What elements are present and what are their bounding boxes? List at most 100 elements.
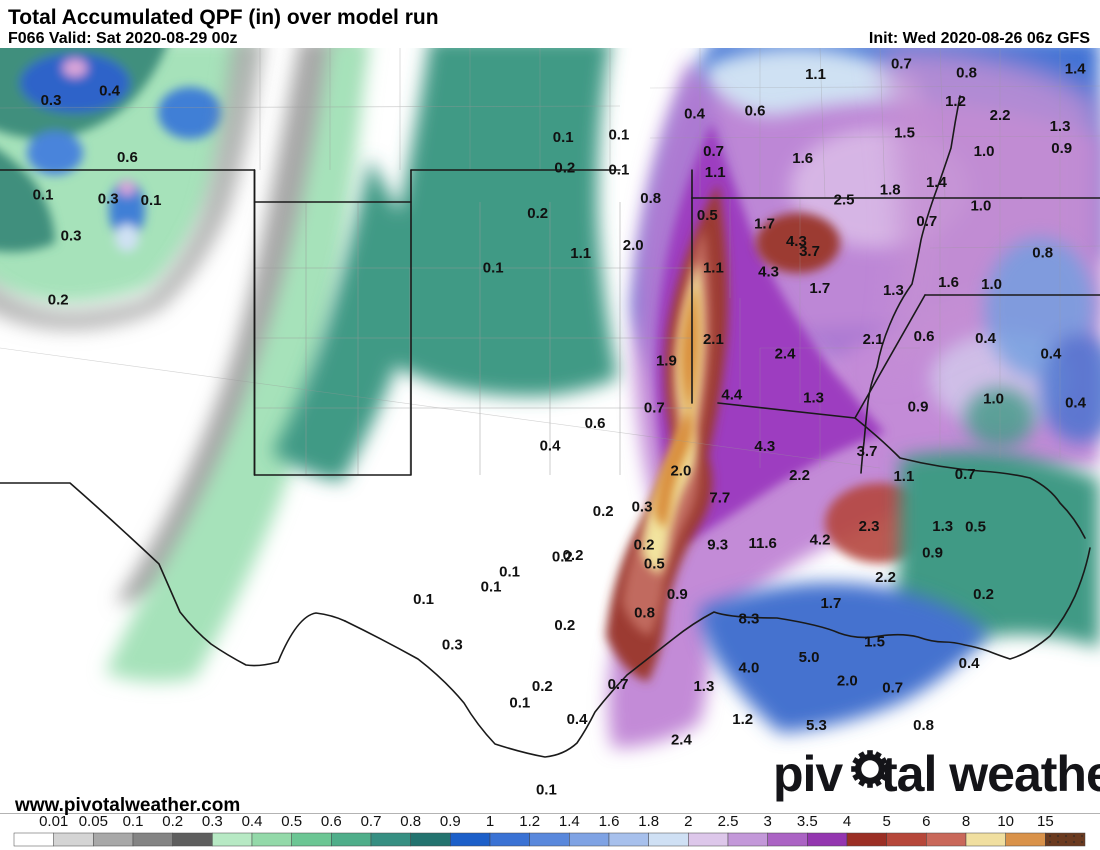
svg-text:0.2: 0.2	[593, 503, 614, 520]
svg-text:3.7: 3.7	[799, 243, 820, 260]
svg-text:4.4: 4.4	[721, 386, 743, 403]
svg-text:1.4: 1.4	[1065, 61, 1087, 78]
svg-text:0.4: 0.4	[540, 437, 562, 454]
svg-text:1.7: 1.7	[820, 595, 841, 612]
svg-text:0.2: 0.2	[634, 536, 655, 553]
svg-text:0.3: 0.3	[442, 636, 463, 653]
svg-text:0.4: 0.4	[959, 655, 981, 672]
svg-text:0.2: 0.2	[563, 547, 584, 564]
svg-text:2.0: 2.0	[837, 672, 858, 689]
svg-text:0.8: 0.8	[640, 190, 661, 207]
svg-text:0.5: 0.5	[697, 207, 718, 224]
svg-text:3: 3	[763, 813, 771, 830]
svg-text:0.9: 0.9	[908, 399, 929, 416]
svg-text:1.9: 1.9	[656, 352, 677, 369]
svg-text:0.8: 0.8	[913, 717, 934, 734]
svg-text:0.7: 0.7	[644, 399, 665, 416]
svg-text:0.4: 0.4	[684, 106, 706, 123]
svg-text:0.1: 0.1	[413, 591, 434, 608]
svg-text:0.6: 0.6	[117, 149, 138, 166]
svg-text:0.1: 0.1	[141, 192, 162, 209]
svg-text:tal weather: tal weather	[881, 746, 1100, 802]
svg-text:2.3: 2.3	[859, 518, 880, 535]
svg-text:0.1: 0.1	[553, 129, 574, 146]
svg-text:1.0: 1.0	[970, 197, 991, 214]
svg-text:0.8: 0.8	[400, 813, 421, 830]
svg-text:0.2: 0.2	[973, 586, 994, 603]
svg-text:9.3: 9.3	[707, 536, 728, 553]
svg-text:1.1: 1.1	[570, 245, 591, 262]
svg-text:0.1: 0.1	[536, 782, 557, 799]
svg-text:0.4: 0.4	[975, 330, 997, 347]
svg-text:piv: piv	[773, 746, 843, 802]
svg-text:1.4: 1.4	[926, 174, 948, 191]
svg-text:0.7: 0.7	[916, 213, 937, 230]
svg-text:1.3: 1.3	[1050, 118, 1071, 135]
svg-text:2.2: 2.2	[789, 467, 810, 484]
svg-text:0.2: 0.2	[532, 678, 553, 695]
svg-text:1.8: 1.8	[880, 181, 901, 198]
svg-text:2.0: 2.0	[623, 237, 644, 254]
svg-text:1.6: 1.6	[599, 813, 620, 830]
svg-text:0.1: 0.1	[608, 162, 629, 179]
svg-text:1.0: 1.0	[974, 143, 995, 160]
svg-text:2.1: 2.1	[863, 331, 884, 348]
svg-text:0.8: 0.8	[1032, 244, 1053, 261]
svg-text:3.5: 3.5	[797, 813, 818, 830]
svg-text:1.7: 1.7	[809, 280, 830, 297]
svg-text:0.1: 0.1	[509, 695, 530, 712]
svg-text:0.8: 0.8	[634, 605, 655, 622]
svg-text:0.1: 0.1	[608, 127, 629, 144]
svg-text:0.5: 0.5	[965, 519, 986, 536]
svg-text:1.6: 1.6	[938, 274, 959, 291]
svg-text:2.1: 2.1	[703, 331, 724, 348]
svg-text:0.1: 0.1	[499, 564, 520, 581]
svg-text:1.2: 1.2	[519, 813, 540, 830]
svg-text:3.7: 3.7	[857, 443, 878, 460]
svg-text:0.6: 0.6	[585, 415, 606, 432]
svg-text:0.7: 0.7	[703, 143, 724, 160]
svg-text:1.3: 1.3	[932, 518, 953, 535]
svg-text:4: 4	[843, 813, 851, 830]
svg-text:15: 15	[1037, 813, 1054, 830]
svg-text:0.6: 0.6	[914, 328, 935, 345]
svg-text:0.9: 0.9	[922, 545, 943, 562]
svg-text:7.7: 7.7	[709, 489, 730, 506]
svg-text:0.4: 0.4	[1040, 345, 1062, 362]
svg-text:1.1: 1.1	[705, 164, 726, 181]
svg-text:1.0: 1.0	[981, 276, 1002, 293]
svg-text:1.3: 1.3	[693, 678, 714, 695]
svg-text:0.3: 0.3	[61, 228, 82, 245]
svg-text:1.1: 1.1	[893, 468, 914, 485]
svg-text:2.2: 2.2	[875, 569, 896, 586]
svg-text:0.3: 0.3	[98, 191, 119, 208]
svg-text:2.5: 2.5	[834, 192, 855, 209]
svg-text:0.8: 0.8	[956, 64, 977, 81]
svg-text:1.2: 1.2	[732, 711, 753, 728]
svg-text:0.7: 0.7	[361, 813, 382, 830]
svg-text:2.5: 2.5	[718, 813, 739, 830]
svg-text:0.3: 0.3	[632, 499, 653, 516]
svg-text:8.3: 8.3	[738, 611, 759, 628]
svg-text:1.8: 1.8	[638, 813, 659, 830]
svg-text:0.7: 0.7	[891, 56, 912, 73]
svg-text:0.2: 0.2	[554, 617, 575, 634]
svg-text:10: 10	[997, 813, 1014, 830]
svg-text:0.2: 0.2	[527, 205, 548, 222]
svg-text:0.6: 0.6	[321, 813, 342, 830]
svg-text:0.4: 0.4	[1065, 395, 1087, 412]
svg-text:1.6: 1.6	[792, 150, 813, 167]
svg-text:6: 6	[922, 813, 930, 830]
svg-text:2.4: 2.4	[671, 731, 693, 748]
svg-text:0.7: 0.7	[955, 466, 976, 483]
svg-text:1.5: 1.5	[894, 125, 915, 142]
svg-text:1.3: 1.3	[883, 282, 904, 299]
svg-text:1: 1	[486, 813, 494, 830]
svg-text:1.1: 1.1	[805, 66, 826, 83]
svg-text:1.4: 1.4	[559, 813, 580, 830]
svg-text:0.7: 0.7	[608, 676, 629, 693]
svg-text:4.3: 4.3	[758, 264, 779, 281]
svg-text:1.2: 1.2	[945, 93, 966, 110]
svg-text:2.0: 2.0	[670, 463, 691, 480]
svg-text:8: 8	[962, 813, 970, 830]
